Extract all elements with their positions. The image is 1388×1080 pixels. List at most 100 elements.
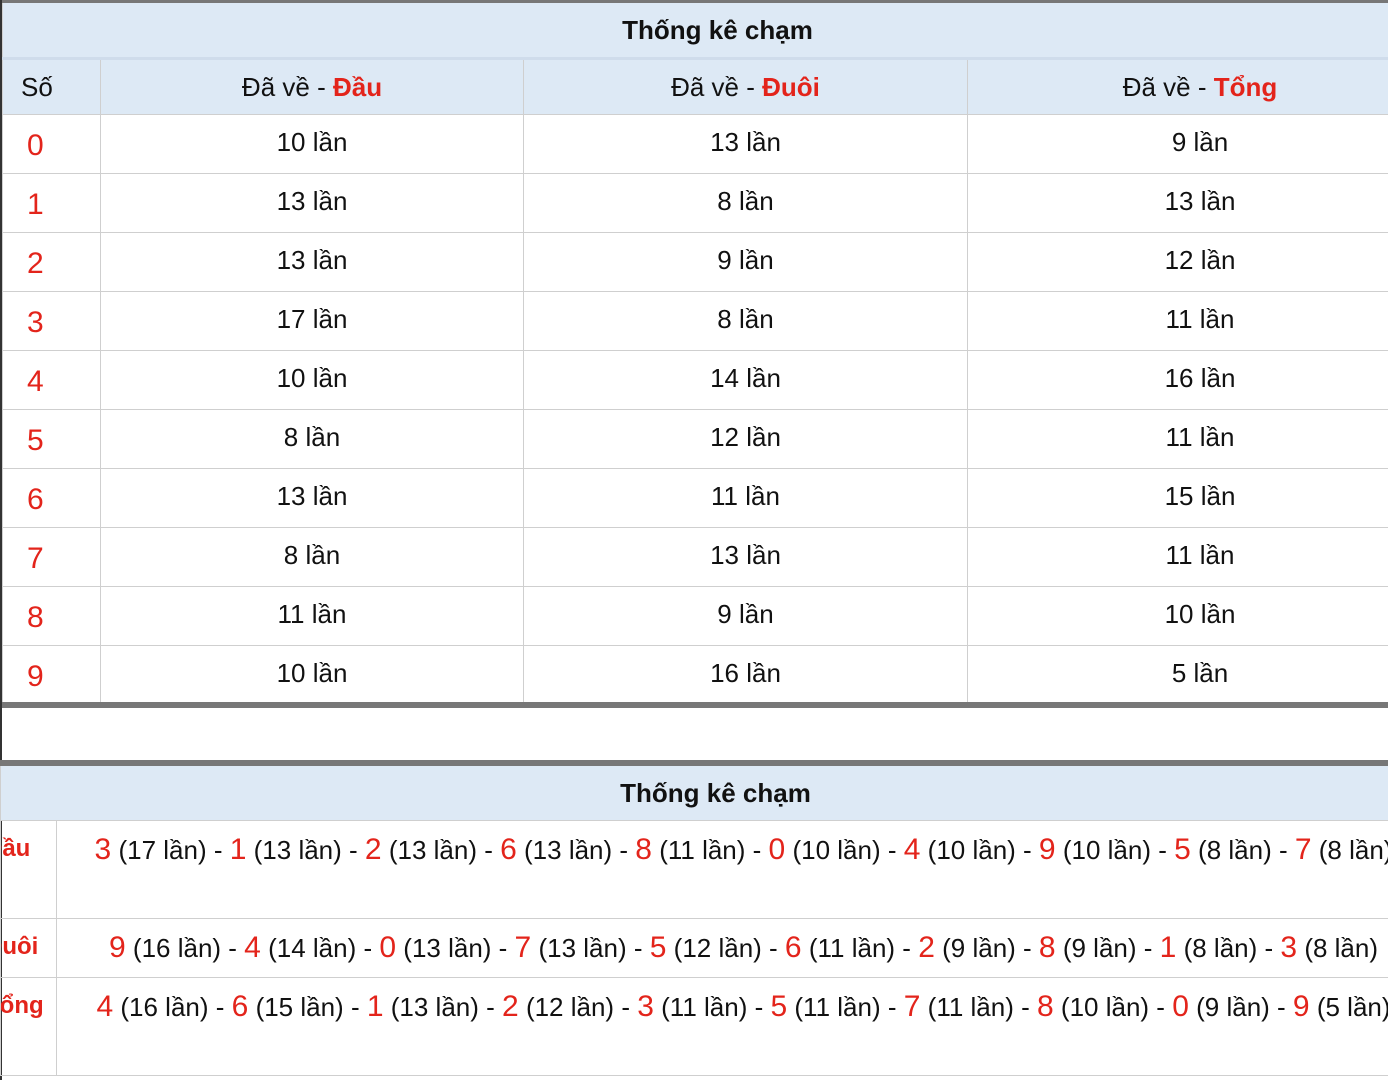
count: (13 lần): [388, 835, 477, 865]
count-cell: 11 lần: [966, 409, 1388, 469]
count: (13 lần): [538, 933, 627, 963]
digit: 2: [364, 833, 382, 866]
count-cell: 8 lần: [523, 173, 968, 233]
digit-cell: 4: [2, 350, 101, 410]
count-cell: 12 lần: [523, 409, 968, 469]
digit: 6: [784, 931, 802, 964]
count-cell: 11 lần: [966, 291, 1388, 351]
digit: 2: [918, 931, 935, 964]
count: (14 lần): [268, 933, 357, 963]
count-cell: 10 lần: [100, 645, 524, 705]
column-header: Đã về - Đầu: [100, 57, 524, 115]
header-name: Tổng: [1213, 71, 1278, 102]
digit: 6: [500, 833, 517, 866]
header-name: Đầu: [332, 71, 383, 102]
digit-cell: 7: [2, 527, 101, 587]
separator: -: [626, 933, 650, 963]
count-cell: 15 lần: [966, 468, 1388, 528]
digit: 1: [366, 990, 384, 1023]
digit: 7: [903, 990, 921, 1023]
separator: -: [1015, 933, 1039, 963]
row-label: Đầu: [2, 835, 31, 862]
separator: -: [208, 992, 232, 1022]
digit-cell: 0: [2, 114, 101, 174]
digit: 8: [1038, 931, 1056, 964]
count: (10 lần): [1060, 992, 1150, 1022]
digit-cell: 2: [2, 232, 101, 292]
header-name: Đuôi: [762, 71, 820, 102]
separator: -: [1136, 933, 1160, 963]
separator: -: [895, 933, 919, 963]
digit-cell: 5: [2, 409, 101, 469]
count: (13 lần): [403, 933, 492, 963]
summary-cell: 4 (16 lần) - 6 (15 lần) - 1 (13 lần) - 2…: [55, 977, 1388, 1076]
digit: 5: [1174, 833, 1191, 866]
separator: -: [356, 933, 380, 963]
count: (8 lần): [1198, 835, 1272, 865]
count: (10 lần): [927, 835, 1016, 865]
digit: 4: [244, 931, 261, 964]
count-cell: 11 lần: [966, 527, 1388, 587]
summary-cell: 3 (17 lần) - 1 (13 lần) - 2 (13 lần) - 6…: [55, 820, 1388, 919]
count: (12 lần): [525, 992, 615, 1022]
digit: 0: [379, 931, 397, 964]
digit-cell: 8: [2, 586, 101, 646]
separator: -: [614, 992, 638, 1022]
count: (15 lần): [255, 992, 344, 1022]
separator: -: [745, 835, 769, 865]
count: (11 lần): [661, 992, 748, 1022]
table-row: 0 10 lần 13 lần 9 lần: [2, 114, 1388, 174]
digit: 8: [1037, 990, 1054, 1023]
count: (13 lần): [524, 835, 613, 865]
table-row: 6 13 lần 11 lần 15 lần: [2, 468, 1388, 528]
separator: -: [341, 835, 365, 865]
table-row: 8 11 lần 9 lần 10 lần: [2, 586, 1388, 646]
count: (12 lần): [673, 933, 762, 963]
count-cell: 13 lần: [100, 232, 524, 292]
count: (10 lần): [792, 835, 881, 865]
count: (8 lần): [1304, 933, 1379, 963]
count-cell: 13 lần: [966, 173, 1388, 233]
count: (11 lần): [808, 933, 896, 963]
digit: 6: [231, 990, 249, 1023]
row-label-cell: Tổng: [0, 977, 57, 1076]
count-cell: 13 lần: [523, 527, 968, 587]
count-cell: 12 lần: [966, 232, 1388, 292]
header-prefix: Đã về -: [671, 71, 763, 102]
table-row: 3 17 lần 8 lần 11 lần: [2, 291, 1388, 351]
separator: -: [1151, 835, 1175, 865]
count-cell: 9 lần: [966, 114, 1388, 174]
digit: 9: [1038, 833, 1056, 866]
count-cell: 5 lần: [966, 645, 1388, 705]
count-cell: 9 lần: [523, 232, 968, 292]
separator: -: [343, 992, 367, 1022]
digit: 0: [768, 833, 786, 866]
row-label: Đuôi: [2, 933, 39, 960]
digit-cell: 3: [2, 291, 101, 351]
separator: -: [221, 933, 245, 963]
digit: 7: [1294, 833, 1312, 866]
count: (10 lần): [1062, 835, 1151, 865]
count: (16 lần): [120, 992, 209, 1022]
count-cell: 13 lần: [100, 173, 524, 233]
digit: 3: [637, 990, 654, 1023]
digit: 1: [1159, 931, 1177, 964]
row-label-cell: Đầu: [0, 820, 57, 919]
separator: -: [880, 835, 904, 865]
count-cell: 13 lần: [100, 468, 524, 528]
count: (13 lần): [253, 835, 342, 865]
digit: 0: [1172, 990, 1189, 1023]
table-title: Thống kê chạm: [1, 1, 1388, 59]
separator: -: [1271, 835, 1295, 865]
column-header: Đã về - Tổng: [966, 57, 1388, 115]
digit: 5: [649, 931, 667, 964]
table-row: 9 10 lần 16 lần 5 lần: [2, 645, 1388, 705]
digit-cell: 6: [2, 468, 101, 528]
table-row: 1 13 lần 8 lần 13 lần: [2, 173, 1388, 233]
separator: -: [491, 933, 515, 963]
table-row: 4 10 lần 14 lần 16 lần: [2, 350, 1388, 410]
count: (8 lần): [1318, 835, 1388, 865]
count: (11 lần): [659, 835, 746, 865]
separator: -: [206, 835, 230, 865]
digit: 9: [1292, 990, 1310, 1023]
